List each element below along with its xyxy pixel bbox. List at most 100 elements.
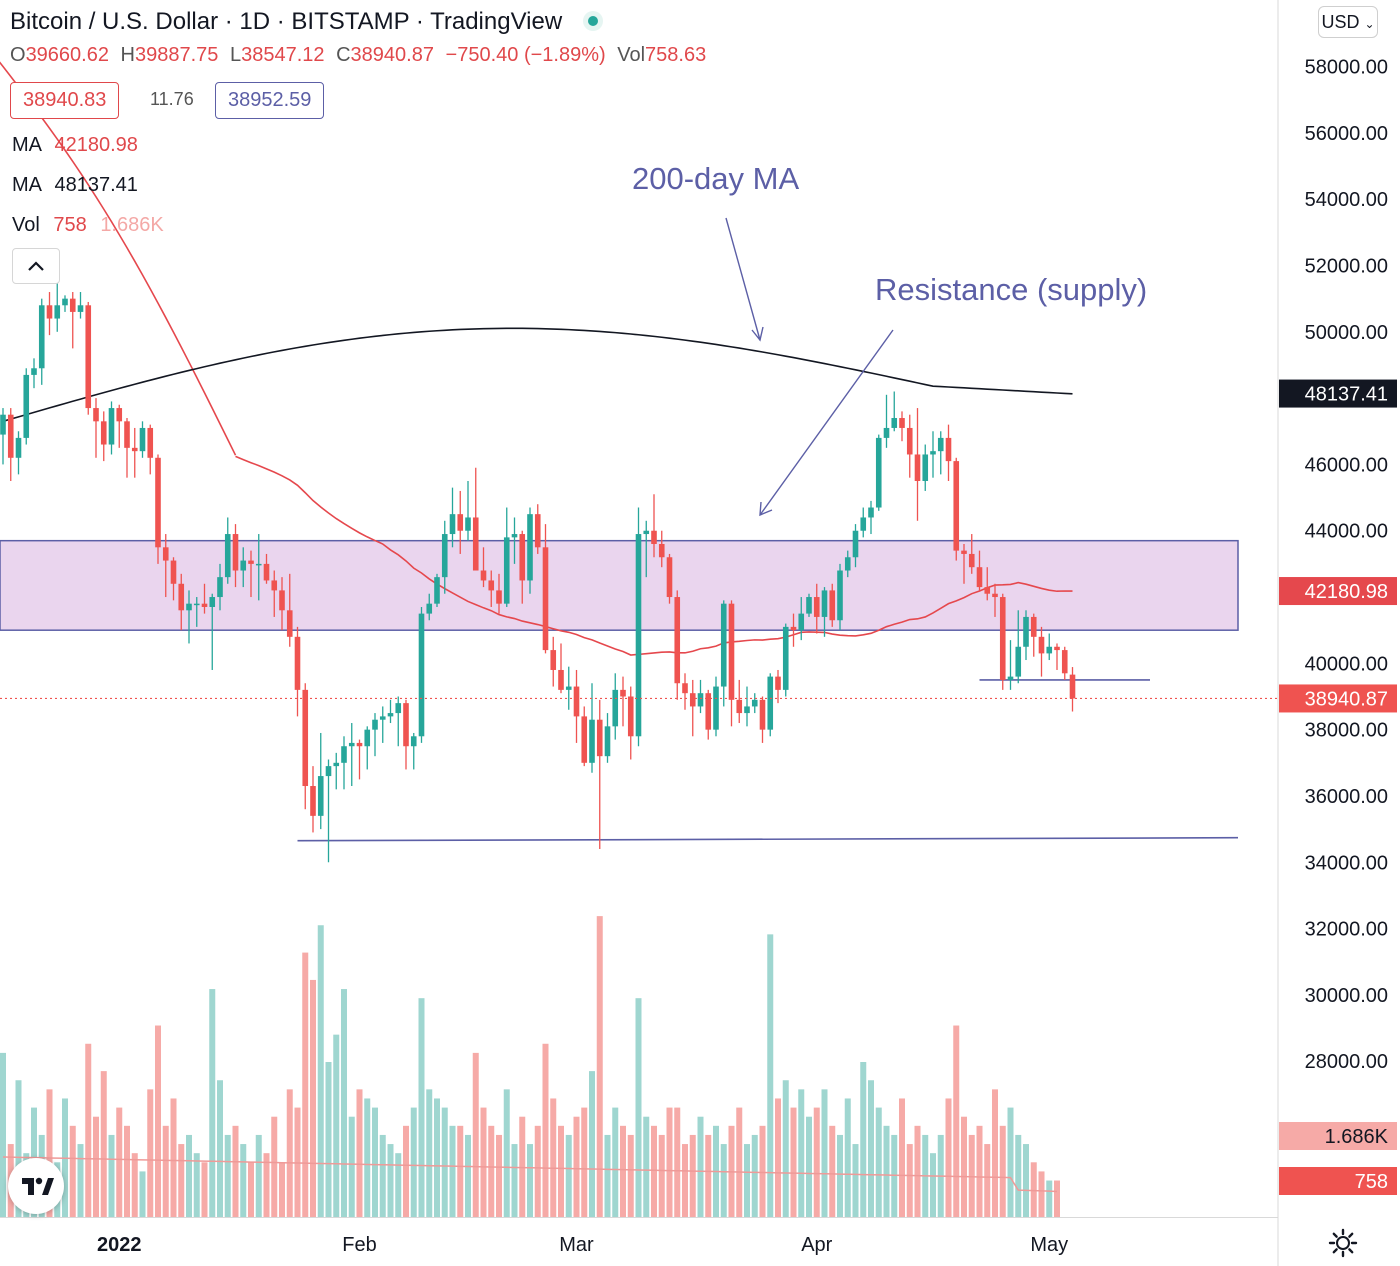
volume-bar (450, 1126, 456, 1217)
y-tick-label: 40000.00 (1305, 653, 1388, 675)
volume-ma-price-label: 1.686K (1325, 1126, 1389, 1148)
y-tick-label: 52000.00 (1305, 256, 1388, 278)
candle-body (310, 786, 316, 816)
volume-bar (194, 1153, 200, 1217)
x-tick-label: Feb (342, 1234, 376, 1256)
candle-body (884, 428, 890, 438)
chevron-down-icon: ⌄ (1364, 17, 1374, 31)
candle-body (752, 700, 758, 707)
candle-body (403, 703, 409, 746)
volume-bar (659, 1135, 665, 1217)
candle-body (217, 577, 223, 597)
x-tick-label: 2022 (97, 1234, 142, 1256)
ma200-legend[interactable]: MA 48137.41 (12, 174, 138, 197)
volume-bar (791, 1108, 797, 1217)
spread-value: 11.76 (150, 89, 194, 110)
candle-body (109, 408, 115, 444)
candle-body (589, 720, 595, 763)
volume-bar (744, 1144, 750, 1217)
candle-body (605, 726, 611, 756)
support-line (298, 838, 1239, 841)
tradingview-logo[interactable] (8, 1158, 64, 1214)
ohlc-volume: 758.63 (645, 44, 706, 66)
candle-body (279, 590, 285, 610)
y-tick-label: 56000.00 (1305, 123, 1388, 145)
candle-body (798, 614, 804, 631)
candle-body (473, 517, 479, 570)
volume-bar (605, 1135, 611, 1217)
candle-body (698, 693, 704, 706)
volume-bar (566, 1135, 572, 1217)
ma200-line (3, 328, 1073, 421)
volume-bar (527, 1144, 533, 1217)
candle-body (39, 305, 45, 368)
candle-body (775, 677, 781, 690)
volume-bar (256, 1135, 262, 1217)
candle-body (47, 305, 53, 318)
candle-body (783, 627, 789, 690)
volume-bar (589, 1071, 595, 1217)
candle-body (496, 590, 502, 603)
ohlc-high: 39887.75 (135, 44, 218, 66)
candle-body (186, 604, 192, 611)
volume-bar (85, 1044, 91, 1217)
candle-body (667, 557, 673, 597)
settings-gear-icon[interactable] (1328, 1228, 1358, 1258)
volume-bar (915, 1126, 921, 1217)
candle-body (364, 730, 370, 747)
volume-bar (465, 1135, 471, 1217)
candle-body (721, 604, 727, 687)
candle-body (395, 703, 401, 713)
candle-body (829, 590, 835, 620)
symbol-title: Bitcoin / U.S. Dollar · 1D · BITSTAMP · … (10, 8, 562, 35)
volume-bar (806, 1117, 812, 1217)
volume-bar (155, 1026, 161, 1217)
volume-bar (1046, 1181, 1052, 1217)
candle-body (23, 375, 29, 438)
ma50-legend[interactable]: MA 42180.98 (12, 134, 138, 157)
candle-body (442, 534, 448, 577)
volume-bar (961, 1117, 967, 1217)
candle-body (822, 590, 828, 617)
candle-body (16, 438, 22, 458)
y-tick-label: 46000.00 (1305, 454, 1388, 476)
volume-bar (783, 1080, 789, 1217)
volume-bar (628, 1135, 634, 1217)
candle-body (915, 454, 921, 481)
volume-ma-value: 1.686K (100, 214, 163, 236)
market-open-icon (583, 11, 603, 31)
volume-bar (326, 1062, 332, 1217)
currency-select[interactable]: USD ⌄ (1318, 6, 1378, 38)
candle-body (713, 687, 719, 730)
candle-body (78, 305, 84, 312)
volume-bar (829, 1126, 835, 1217)
volume-bar (690, 1135, 696, 1217)
sell-price-button[interactable]: 38940.83 (10, 82, 119, 119)
buy-price-button[interactable]: 38952.59 (215, 82, 324, 119)
volume-bar (388, 1144, 394, 1217)
volume-bar (357, 1089, 363, 1217)
candle-body (202, 604, 208, 607)
volume-bar (535, 1126, 541, 1217)
candle-body (1031, 617, 1037, 637)
candle-body (194, 604, 200, 606)
candle-body (899, 418, 905, 428)
candle-body (380, 716, 386, 719)
x-tick-label: Mar (559, 1234, 594, 1256)
volume-bar (884, 1126, 890, 1217)
candle-body (977, 567, 983, 587)
candle-body (581, 716, 587, 762)
collapse-legend-button[interactable] (12, 248, 60, 284)
candle-body (628, 697, 634, 737)
candle-body (992, 594, 998, 597)
candle-body (690, 693, 696, 706)
candle-body (574, 687, 580, 717)
resistance-zone (0, 541, 1238, 631)
candle-body (140, 428, 146, 451)
volume-bar (767, 934, 773, 1217)
volume-legend[interactable]: Vol 758 1.686K (12, 214, 164, 237)
annotation-arrow-200-day-ma (726, 218, 760, 340)
candle-body (969, 554, 975, 567)
volume-bar (178, 1144, 184, 1217)
